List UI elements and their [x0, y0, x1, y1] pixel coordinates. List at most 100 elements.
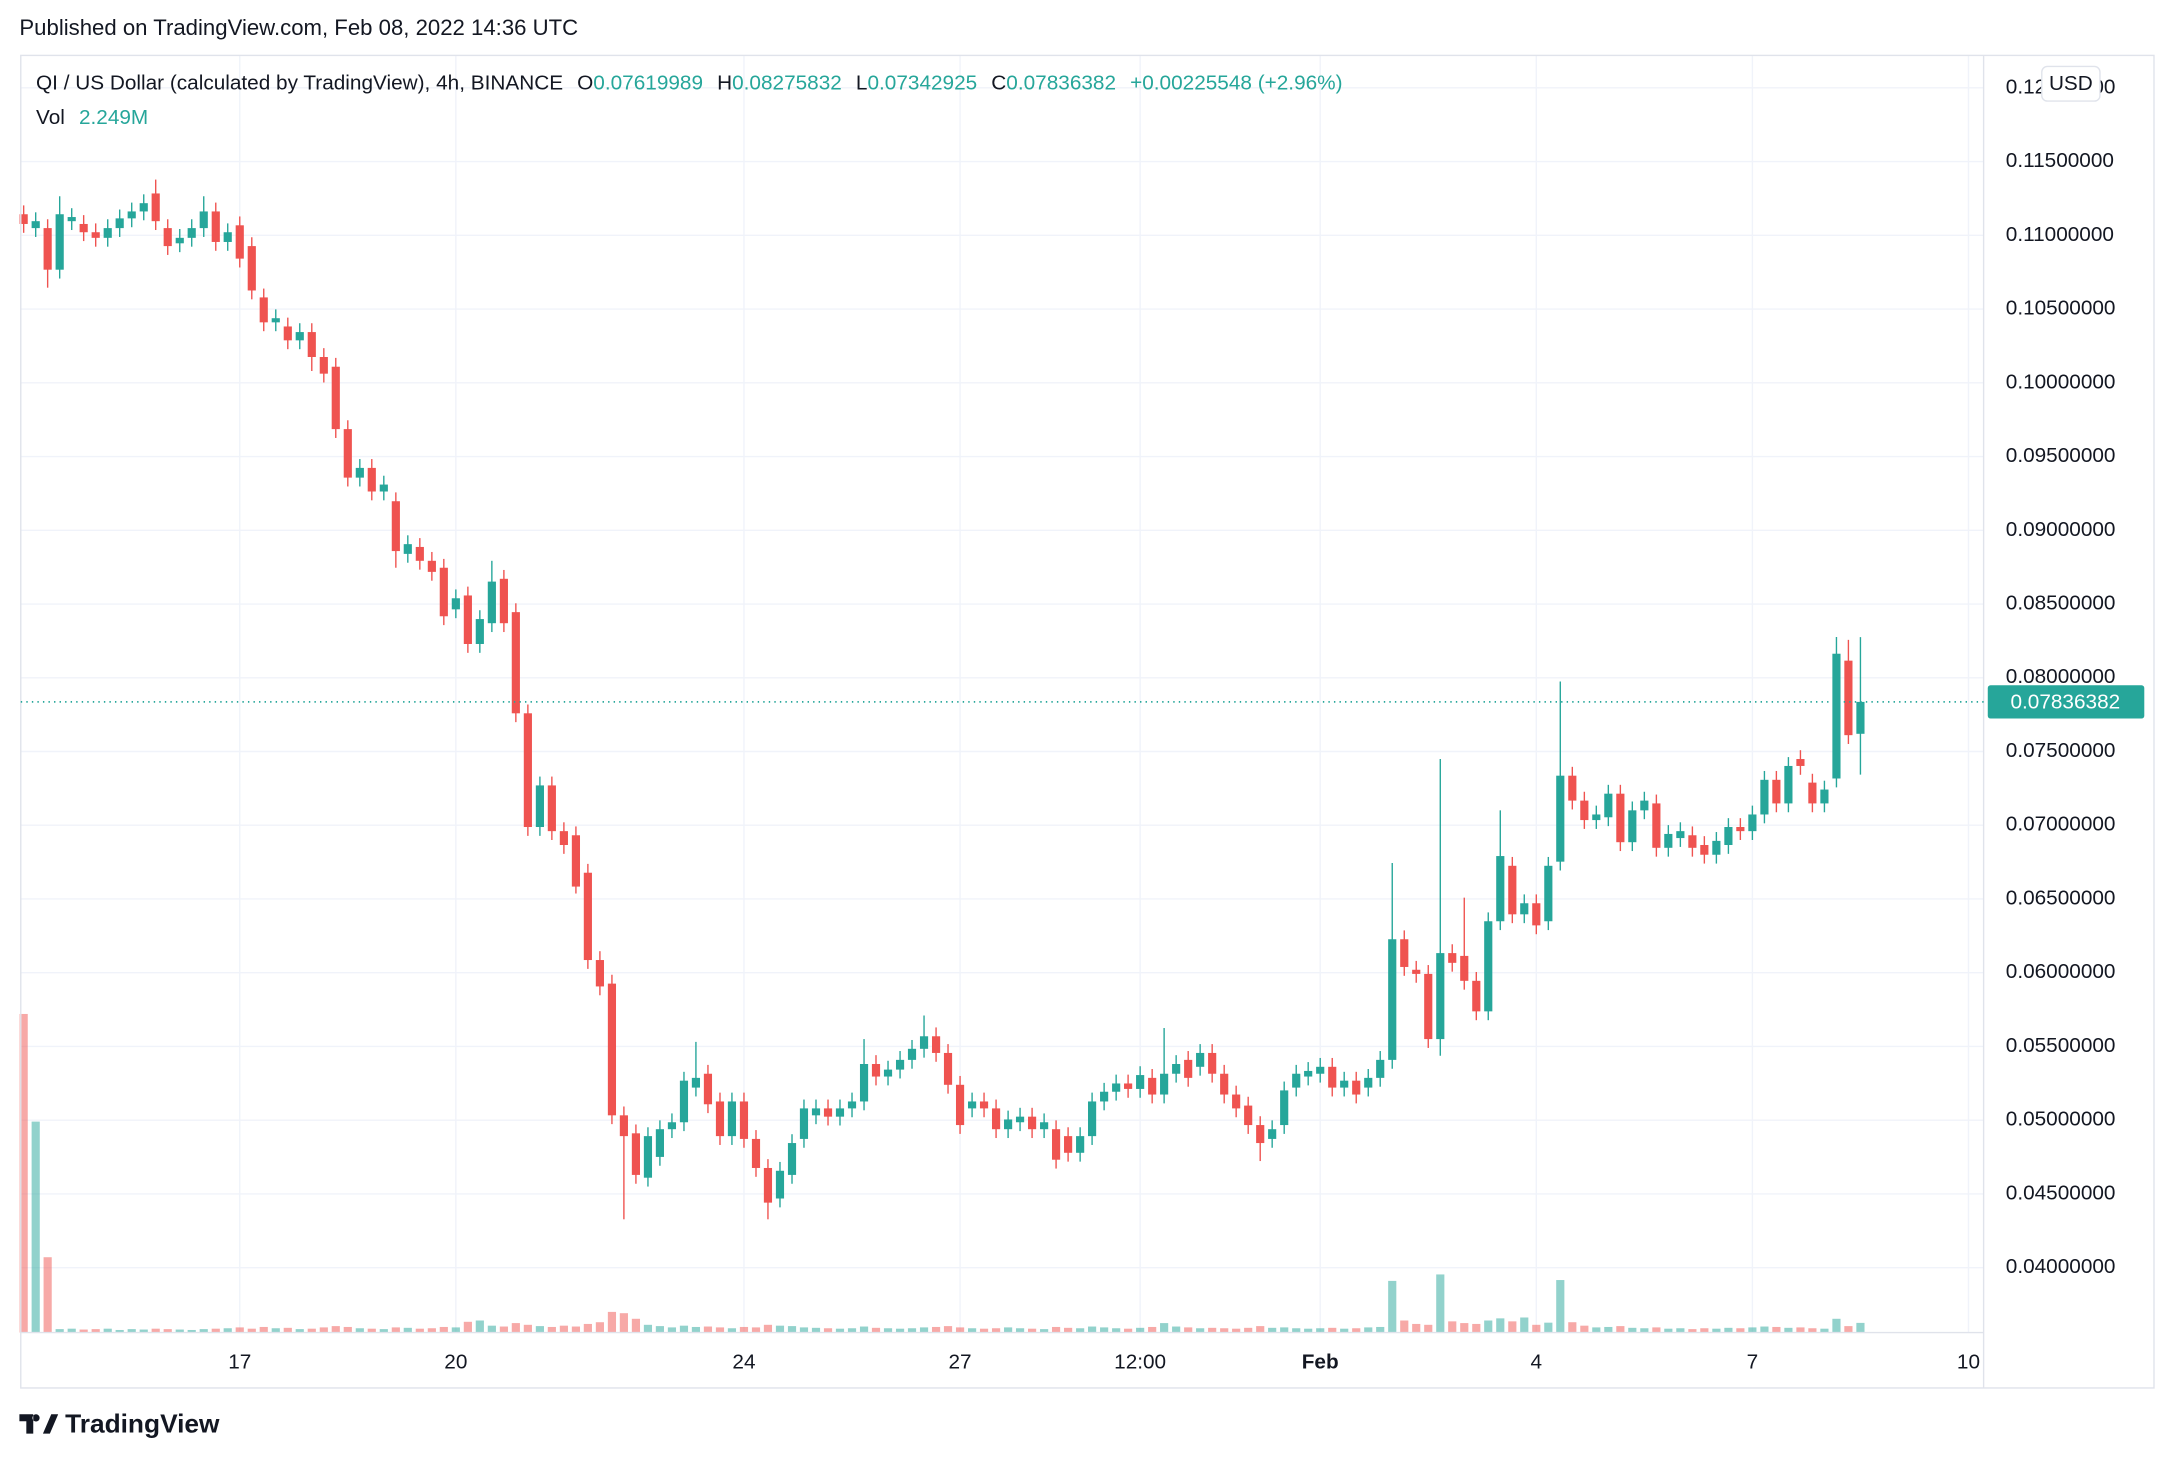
volume-bar [1484, 1320, 1493, 1333]
candle-body [67, 217, 76, 222]
candles [19, 179, 1865, 1220]
volume-bar [1508, 1321, 1517, 1333]
y-tick-label: 0.05000000 [2006, 1108, 2116, 1131]
volume-bar [1160, 1323, 1169, 1333]
volume-bar [691, 1326, 701, 1333]
y-tick-label: 0.10000000 [2006, 370, 2116, 393]
x-tick-label: 10 [1957, 1351, 1980, 1374]
candle-body [1112, 1083, 1121, 1092]
candle-body [1604, 793, 1613, 818]
candle-body [1364, 1077, 1373, 1088]
volume-bar [835, 1328, 845, 1333]
volume-bar [667, 1327, 677, 1333]
volume-bar [595, 1322, 604, 1333]
volume-bar [1256, 1326, 1265, 1333]
last-price-badge [1987, 685, 2145, 719]
x-tick-label: 17 [228, 1351, 251, 1374]
y-tick-label: 0.11500000 [2006, 149, 2114, 172]
y-tick-label: 0.10500000 [2006, 297, 2116, 320]
volume-bar [1388, 1280, 1397, 1333]
candle-body [1196, 1052, 1205, 1067]
candle-body [1724, 827, 1733, 846]
volume-bar [427, 1328, 436, 1333]
volume-bar [1424, 1324, 1433, 1333]
candle-body [715, 1101, 725, 1137]
volume-bar [1436, 1274, 1445, 1333]
volume-bar [1304, 1328, 1313, 1333]
volume-bar [991, 1328, 1001, 1333]
candle-body [463, 595, 472, 644]
volume-bar [643, 1324, 653, 1333]
candle-body [595, 960, 604, 987]
volume-bar [968, 1328, 977, 1333]
candle-body [871, 1064, 881, 1077]
volume-bar [703, 1326, 713, 1333]
candle-body [919, 1036, 929, 1049]
volume-bar [295, 1329, 304, 1333]
volume-bar [79, 1329, 88, 1333]
candle-body [847, 1101, 857, 1109]
candle-body [547, 785, 556, 832]
candle-body [247, 246, 256, 291]
candle-body [559, 831, 568, 846]
x-tick-label: 24 [732, 1351, 755, 1374]
low-value: 0.07342925 [867, 72, 977, 95]
candle-body [271, 318, 280, 323]
volume-bar [415, 1328, 424, 1333]
candle-body [1772, 779, 1781, 804]
candle-body [403, 544, 412, 554]
candle-body [1424, 973, 1433, 1040]
published-note: Published on TradingView.com, Feb 08, 20… [19, 15, 578, 40]
candle-body [523, 713, 532, 828]
candle-body [1340, 1080, 1349, 1088]
candle-body [475, 619, 484, 644]
volume-bar [1688, 1329, 1697, 1333]
volume-bar [739, 1326, 749, 1333]
volume-bar [199, 1329, 208, 1333]
volume-bar [715, 1327, 725, 1333]
candle-body [91, 232, 100, 238]
volume-bar [235, 1327, 244, 1333]
volume-bar [847, 1328, 857, 1333]
y-tick-label: 0.07000000 [2006, 813, 2116, 836]
candle-body [703, 1073, 713, 1105]
candle-body [1532, 903, 1541, 926]
candle-body [211, 211, 220, 242]
volume-bar [559, 1325, 568, 1333]
candle-body [1568, 775, 1577, 801]
volume-bar [1640, 1328, 1649, 1333]
candle-body [451, 598, 460, 610]
volume-bar [355, 1328, 364, 1333]
candle-body [43, 228, 52, 270]
volume-bar [1124, 1328, 1133, 1333]
candle-body [1051, 1129, 1061, 1160]
candle-body [1376, 1059, 1385, 1078]
volume-bar [1856, 1322, 1865, 1333]
volume-bar [943, 1326, 953, 1333]
volume-bar [979, 1328, 989, 1333]
candle-body [1808, 782, 1817, 804]
symbol-legend: QI / US Dollar (calculated by TradingVie… [36, 72, 1343, 95]
candle-body [199, 211, 208, 229]
chart-border [20, 54, 2155, 1389]
candle-body [1172, 1064, 1181, 1074]
candle-body [883, 1069, 893, 1077]
volume-bar [1520, 1317, 1529, 1333]
candle-body [655, 1129, 664, 1157]
volume-bar [175, 1329, 184, 1333]
volume-bar [475, 1320, 484, 1333]
y-tick-label: 0.08500000 [2006, 592, 2116, 615]
candle-body [1388, 939, 1397, 1060]
volume-bar [583, 1323, 592, 1333]
volume-bar [1208, 1327, 1217, 1333]
candle-body [1736, 827, 1745, 832]
y-tick-label: 0.05500000 [2006, 1034, 2116, 1057]
candle-body [1496, 856, 1505, 922]
volume-bar [1736, 1328, 1745, 1333]
volume-bar [223, 1328, 232, 1333]
volume-bar [55, 1329, 64, 1333]
volume-bar [1556, 1280, 1565, 1333]
candle-body [1004, 1119, 1013, 1130]
volume-bar [1676, 1328, 1685, 1333]
candle-body [259, 297, 268, 323]
